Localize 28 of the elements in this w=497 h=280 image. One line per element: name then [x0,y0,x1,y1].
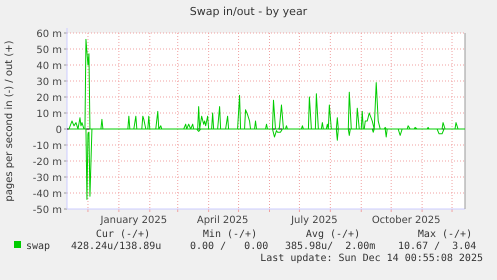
text: Max (-/+) [418,229,472,240]
y-tick-label: -50 m [32,205,62,216]
text: Avg (-/+) [306,229,360,240]
y-tick-label: 30 m [36,77,62,88]
y-axis-title: pages per second in (-) / out (+) [4,40,15,202]
y-tick-label: -30 m [32,173,62,184]
chart-title: Swap in/out - by year [190,5,308,18]
text: 385.98u/ 2.00m [285,241,376,252]
text: Cur (-/+) [96,229,150,240]
text: 428.24u/138.89u [71,241,162,252]
x-tick-label: July 2025 [290,215,338,226]
text: Last update: Sun Dec 14 00:55:08 2025 [260,253,483,264]
y-tick-label: 20 m [36,93,62,104]
y-tick-label: -20 m [32,157,62,168]
x-tick-label: April 2025 [196,215,248,226]
x-tick-label: October 2025 [372,215,440,226]
x-tick-label: January 2025 [100,215,168,226]
y-tick-label: 10 m [36,109,62,120]
text: 0.00 / 0.00 [190,241,268,252]
legend-label: swap [26,241,50,252]
y-tick-label: 60 m [36,29,62,40]
y-tick-label: -10 m [32,141,62,152]
text: Min (-/+) [202,229,258,240]
text: 10.67 / 3.04 [398,241,476,252]
y-tick-label: 0 [56,125,62,136]
y-tick-label: 40 m [36,61,62,72]
y-tick-label: 50 m [36,45,62,56]
y-tick-label: -40 m [32,189,62,200]
